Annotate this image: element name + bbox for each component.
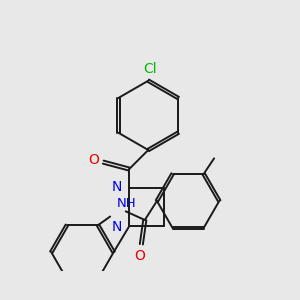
Text: O: O (134, 249, 145, 263)
Text: N: N (111, 180, 122, 194)
Text: NH: NH (116, 197, 136, 210)
Text: O: O (88, 153, 99, 167)
Text: Cl: Cl (143, 61, 157, 76)
Text: N: N (111, 220, 122, 234)
